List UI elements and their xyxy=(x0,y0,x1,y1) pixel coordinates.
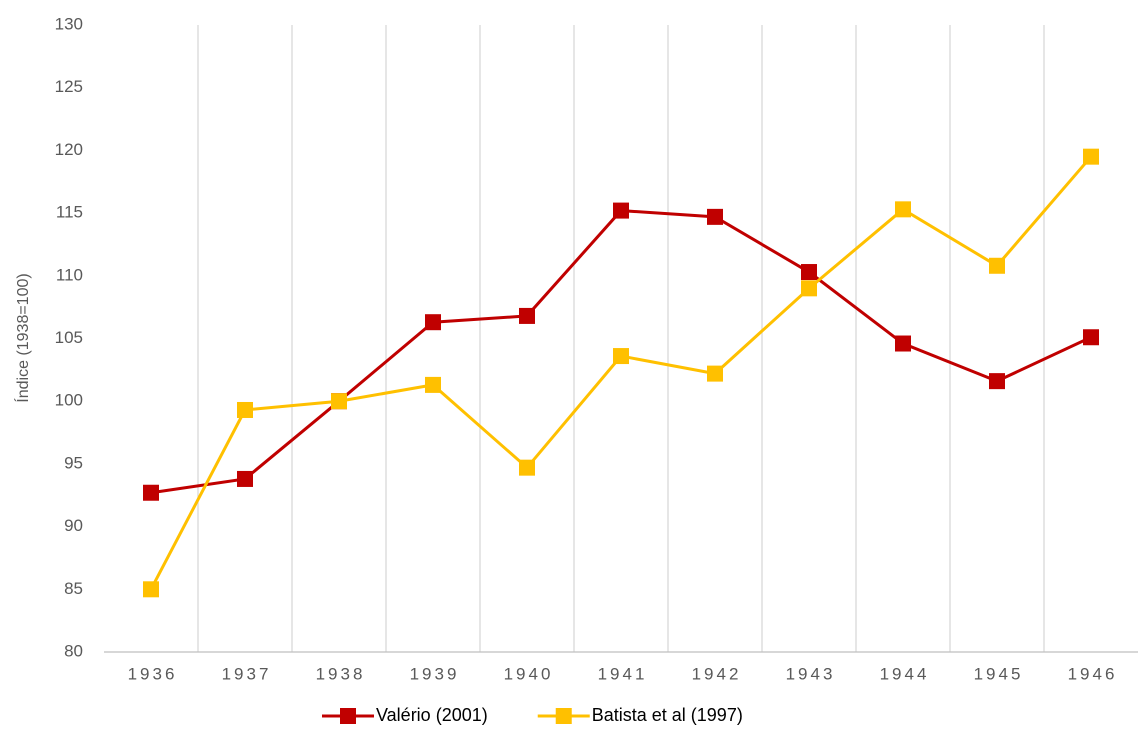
x-tick-label: 1943 xyxy=(786,664,836,683)
point-marker xyxy=(1083,148,1099,165)
y-tick-label: 120 xyxy=(55,140,83,159)
y-tick-label: 115 xyxy=(56,203,83,222)
point-marker xyxy=(707,208,723,225)
point-marker xyxy=(1083,329,1099,346)
x-tick-label: 1938 xyxy=(316,664,366,683)
x-tick-label: 1941 xyxy=(598,664,648,683)
point-marker xyxy=(613,348,629,365)
point-marker xyxy=(801,280,817,297)
point-marker xyxy=(519,459,535,476)
y-tick-label: 95 xyxy=(64,453,83,472)
x-tick-label: 1945 xyxy=(974,664,1024,683)
point-marker xyxy=(895,335,911,352)
y-tick-label: 110 xyxy=(56,265,83,284)
y-axis-label: Índice (1938=100) xyxy=(13,273,32,402)
legend-marker xyxy=(340,708,356,724)
y-tick-label: 105 xyxy=(55,328,83,347)
point-marker xyxy=(331,393,347,410)
point-marker xyxy=(801,264,817,281)
legend-marker xyxy=(555,708,572,724)
y-tick-label: 130 xyxy=(55,14,83,33)
legend-label: Batista et al (1997) xyxy=(592,705,743,725)
x-tick-label: 1944 xyxy=(880,664,930,683)
point-marker xyxy=(707,365,723,382)
y-tick-label: 85 xyxy=(64,579,83,598)
point-marker xyxy=(895,201,911,218)
x-tick-label: 1942 xyxy=(692,664,742,683)
point-marker xyxy=(425,376,441,393)
x-tick-label: 1946 xyxy=(1068,664,1118,683)
y-tick-label: 100 xyxy=(55,391,83,410)
x-tick-label: 1939 xyxy=(410,664,460,683)
point-marker xyxy=(143,484,159,501)
point-marker xyxy=(143,581,159,598)
y-tick-label: 80 xyxy=(64,641,83,660)
x-tick-label: 1940 xyxy=(504,664,554,683)
point-marker xyxy=(613,202,629,219)
x-tick-label: 1937 xyxy=(222,664,272,683)
point-marker xyxy=(989,373,1005,390)
point-marker xyxy=(425,314,441,331)
y-tick-label: 90 xyxy=(64,516,83,535)
x-tick-label: 1936 xyxy=(128,664,178,683)
point-marker xyxy=(237,470,253,487)
legend-label: Valério (2001) xyxy=(376,705,488,725)
y-tick-label: 125 xyxy=(55,77,83,96)
point-marker xyxy=(519,307,535,324)
point-marker xyxy=(989,257,1005,274)
point-marker xyxy=(237,401,253,418)
